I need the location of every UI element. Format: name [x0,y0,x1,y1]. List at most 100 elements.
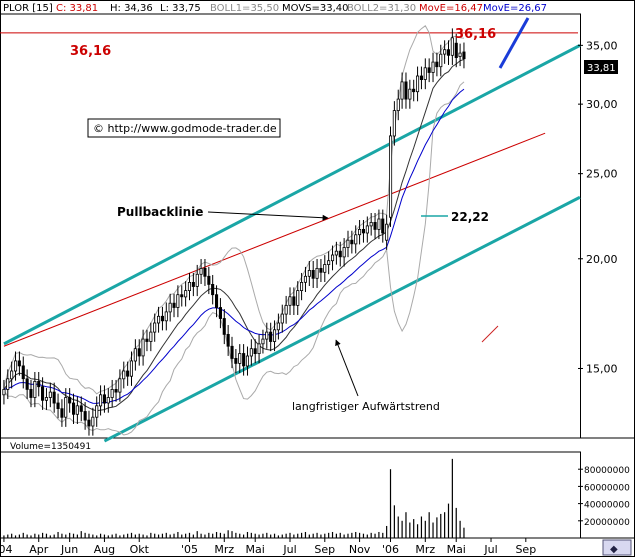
candle [249,348,253,357]
candle [342,247,346,258]
candle [149,331,153,342]
candle [211,283,215,296]
header-low: L: 33,75 [160,3,201,14]
copyright-box [87,118,281,138]
candle [392,110,396,137]
price-tick-label: 30,00 [586,98,618,111]
pullback-label: Pullbacklinie [117,205,203,219]
candle [288,296,292,306]
candle [99,394,103,407]
x-tick-label: Okt [130,543,150,556]
candle [265,331,269,340]
candle [48,391,52,398]
price-tick-label: 20,00 [586,253,618,266]
candle [373,221,377,230]
candle [184,290,188,298]
pullback-arrow [207,211,329,221]
candle [10,370,14,380]
projection-arrow-up [498,17,530,69]
candle [83,411,87,421]
candle [176,294,180,308]
candle [64,397,68,418]
x-tick-label: Jul [282,543,296,556]
candle [60,408,64,418]
candle [311,269,315,279]
candle [118,378,122,393]
candle [110,388,114,398]
candle [203,267,207,277]
candle [95,405,99,418]
candle [230,345,234,359]
candle [369,221,373,227]
candle [33,380,37,398]
last-price-text: 33,81 [587,63,616,74]
volume-tick-label: 60000000 [584,483,630,493]
candle [276,322,280,331]
header-close: C: 33,81 [56,3,98,14]
moving-average-long [3,88,465,404]
candle [68,397,72,404]
candle [303,275,307,283]
last-price-badge [584,60,618,74]
candle [443,49,447,55]
candle [431,61,435,73]
candle [126,370,130,377]
candle [187,281,192,291]
header-boll1: BOLL1=35,50 [210,3,279,14]
candle [122,370,126,380]
header-move2: MovE=26,67 [483,3,547,14]
candle [334,250,338,256]
candle [381,218,385,234]
candle [72,402,76,415]
candle [52,391,56,404]
candle [439,53,443,68]
candle [338,250,342,258]
volume-tick-label: 40000000 [584,501,630,511]
header-high: H: 34,36 [110,3,153,14]
candle [365,225,369,234]
candle [207,275,211,285]
candle [87,419,91,427]
candle [307,269,311,277]
candle [427,67,431,73]
header-boll2: BOLL2=31,30 [347,3,416,14]
candle [56,402,60,409]
volume-label: Volume=1350491 [10,442,91,452]
candle [284,304,288,315]
candle [141,338,145,357]
trend-line-upper [3,44,581,346]
candle [388,135,393,218]
scroll-corner-button[interactable] [602,539,632,556]
trend-label: langfristiger Aufwärtstrend [292,400,440,413]
header-movs: MOVS=33,40 [282,3,349,14]
candle [234,357,238,364]
x-tick-label: '06 [382,543,399,556]
candle [253,348,257,355]
candle [145,338,149,342]
x-tick-label: Sep [515,543,536,556]
candle [450,37,454,56]
x-tick-label: Aug [94,543,115,556]
resistance-label-right: 36,16 [455,27,496,42]
candle [13,360,18,372]
candle [269,331,273,342]
header-symbol: PLOR [15] [3,3,53,14]
x-tick-label: Nov [349,543,371,556]
candle [106,397,110,404]
candle [404,81,408,100]
x-tick-label: Mai [447,543,466,556]
candle [396,98,400,111]
candle [156,315,161,324]
x-tick-label: Mrz [214,543,234,556]
candle [75,405,79,415]
candle [137,348,141,357]
candle [408,88,412,100]
candle [462,51,466,60]
candle [330,254,335,262]
candle [21,365,25,380]
candle [412,88,416,93]
candle [272,329,277,342]
candle [377,218,381,230]
candle [102,394,107,404]
candle [37,380,41,388]
